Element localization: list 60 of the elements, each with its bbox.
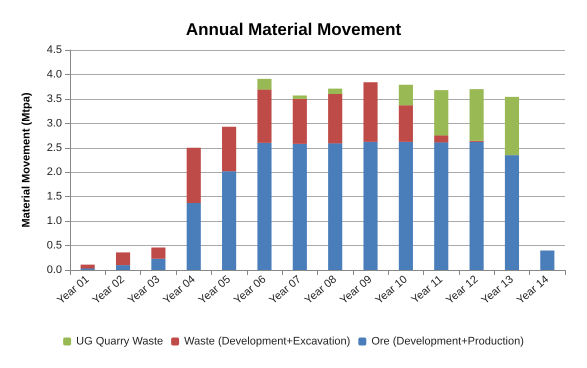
x-tick-label: Year 12 <box>444 273 480 307</box>
bar <box>292 95 307 99</box>
bar <box>151 258 166 270</box>
bar <box>257 78 272 90</box>
bar <box>363 82 378 142</box>
bar <box>434 142 448 270</box>
x-tick-label: Year 08 <box>302 273 340 307</box>
y-tick-label: 1.5 <box>46 190 62 203</box>
x-tick-label: Year 01 <box>55 273 92 307</box>
y-axis-title: Material Movement (Mtpa) <box>20 92 32 228</box>
bar <box>504 155 520 270</box>
bar <box>186 148 201 204</box>
bar <box>398 105 413 142</box>
y-tick-label: 3.0 <box>46 117 62 130</box>
bar <box>470 142 484 270</box>
bar <box>328 94 342 144</box>
bar <box>151 248 166 259</box>
y-tick-label: 0.0 <box>46 264 62 276</box>
legend-label: Waste (Development+Excavation) <box>184 336 350 348</box>
x-tick-label: Year 05 <box>196 273 233 307</box>
bar <box>398 84 413 106</box>
x-tick-label: Year 10 <box>373 273 410 307</box>
bar <box>257 90 272 143</box>
bar <box>186 203 201 270</box>
x-tick-label: Year 02 <box>90 273 127 307</box>
bar <box>504 96 520 156</box>
bar <box>398 142 413 270</box>
bar <box>222 126 236 172</box>
bar <box>434 90 448 136</box>
x-tick-label: Year 03 <box>126 273 162 307</box>
bar <box>116 252 130 266</box>
x-tick-label: Year 07 <box>267 273 304 307</box>
x-tick-label: Year 13 <box>479 273 516 307</box>
y-tick-label: 2.0 <box>46 166 62 178</box>
bar <box>257 142 272 270</box>
y-tick-label: 1.0 <box>46 215 62 228</box>
bar <box>116 265 130 270</box>
bar <box>328 88 342 94</box>
y-tick-label: 3.5 <box>46 92 62 105</box>
x-tick-label: Year 04 <box>161 273 198 307</box>
y-tick-label: 0.5 <box>46 240 62 252</box>
legend-label: UG Quarry Waste <box>76 336 164 348</box>
chart-title: Annual Material Movement <box>186 20 402 39</box>
x-tick-label: Year 11 <box>409 273 446 306</box>
bar <box>363 142 378 270</box>
legend-label: Ore (Development+Production) <box>371 336 524 348</box>
y-tick-label: 4.5 <box>46 44 62 56</box>
bar <box>470 89 484 141</box>
bar <box>292 144 307 270</box>
y-tick-label: 4.0 <box>46 68 62 80</box>
bar <box>540 250 554 270</box>
bar <box>80 264 95 269</box>
bar <box>328 143 342 270</box>
bar <box>434 136 448 142</box>
x-tick-label: Year 06 <box>232 273 268 307</box>
bar <box>292 98 307 144</box>
bar <box>222 171 236 270</box>
x-tick-label: Year 14 <box>514 273 552 307</box>
x-tick-label: Year 09 <box>338 273 374 307</box>
y-tick-label: 2.5 <box>46 142 62 154</box>
